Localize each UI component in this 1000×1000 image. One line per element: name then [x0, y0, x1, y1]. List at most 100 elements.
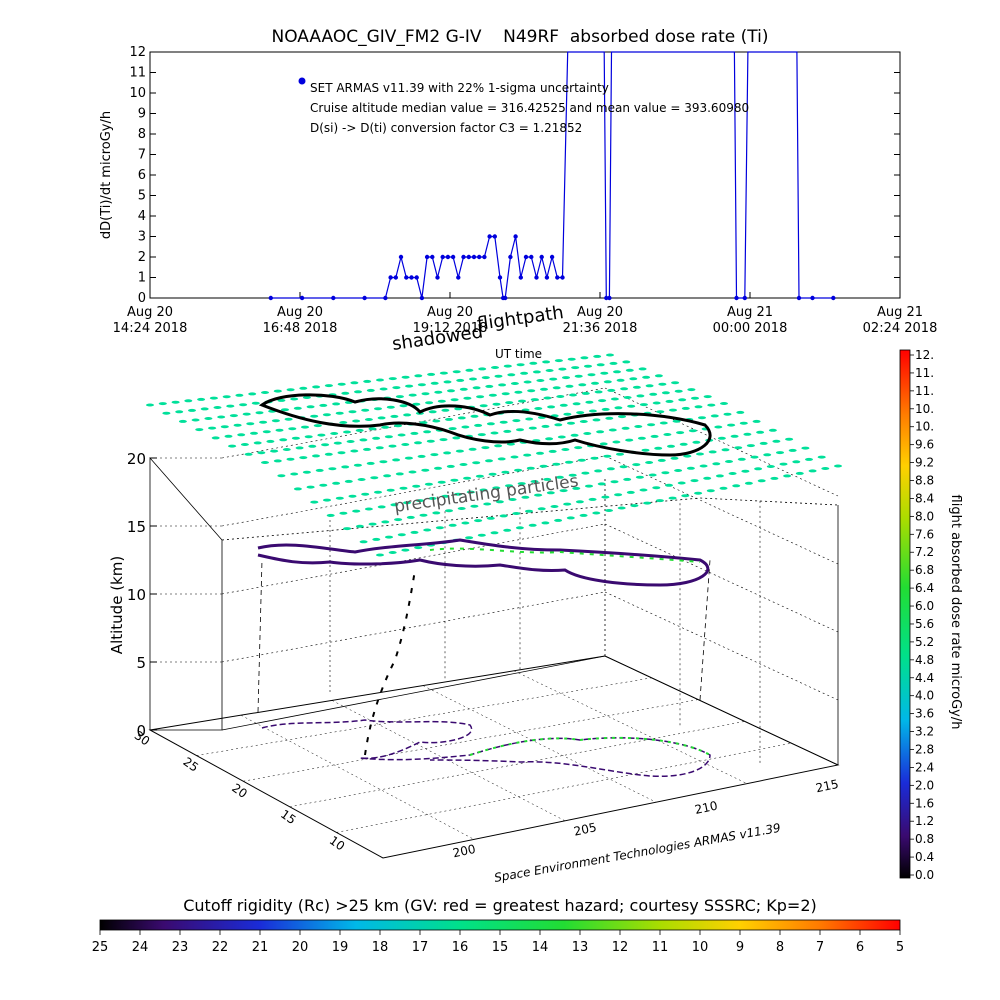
precip-dot: [817, 455, 826, 459]
top-series-point: [742, 295, 747, 301]
precip-dot: [290, 472, 299, 476]
precip-dot: [191, 418, 200, 422]
precip-dot: [616, 378, 625, 382]
precip-dot: [374, 407, 382, 411]
precip-dot: [690, 479, 699, 483]
precip-dot: [352, 419, 361, 423]
top-series-point: [461, 254, 466, 260]
precip-dot: [450, 398, 459, 402]
precip-dot: [518, 399, 526, 403]
precip-dot: [441, 408, 450, 412]
dose-colorbar-tick-label: 9.2: [915, 456, 934, 470]
precip-dot: [632, 385, 641, 389]
precip-dot: [386, 488, 395, 492]
precip-dot: [441, 494, 450, 498]
precip-dot: [330, 432, 339, 435]
precip-dot: [417, 383, 426, 387]
top-y-tick-label: 11: [129, 66, 146, 81]
top-x-tick-date: Aug 20: [277, 305, 323, 320]
dose-colorbar-tick-label: 6.4: [915, 581, 934, 595]
precip-dot: [477, 433, 486, 437]
precip-dot: [379, 387, 388, 391]
precip-dot: [674, 389, 683, 393]
lat-tick-label: 25: [181, 754, 202, 774]
precip-dot: [567, 421, 575, 425]
precip-dot: [498, 383, 507, 387]
label-precipitating: precipitating particles: [393, 471, 580, 517]
precip-dot: [728, 472, 737, 475]
precip-dot: [715, 474, 724, 478]
floor-grid-line: [336, 742, 792, 833]
dose-colorbar-tick-label: 8.0: [915, 509, 934, 523]
precip-dot: [643, 501, 652, 505]
precip-dot: [512, 419, 521, 423]
rigidity-tick-label: 7: [816, 940, 824, 955]
precip-dot: [146, 403, 154, 407]
precip-dot: [324, 384, 333, 388]
precip-dot: [328, 467, 337, 471]
precip-dot: [355, 524, 364, 528]
dose-colorbar-tick-label: 7.2: [915, 545, 934, 559]
precip-dot: [639, 488, 648, 492]
precip-dot: [374, 490, 382, 494]
precip-dot: [696, 452, 704, 456]
precip-dot: [752, 419, 761, 423]
precip-dot: [625, 438, 634, 442]
precip-dot: [566, 516, 575, 520]
precip-dot: [443, 380, 452, 384]
annotation-factor: D(si) -> D(ti) conversion factor C3 = 1.…: [310, 121, 582, 135]
annotation-cruise: Cruise altitude median value = 316.42525…: [310, 101, 749, 115]
precip-dot: [571, 366, 580, 370]
precip-dot: [635, 475, 644, 479]
precip-dot: [601, 495, 610, 499]
precip-dot: [542, 360, 551, 364]
precip-dot: [414, 441, 422, 445]
top-y-tick-label: 10: [129, 86, 146, 101]
precip-dot: [343, 430, 351, 434]
precip-dot: [627, 404, 636, 408]
precip-dot: [273, 459, 282, 463]
precip-dot: [399, 404, 408, 408]
precip-dot: [419, 421, 428, 425]
precip-dot: [490, 431, 499, 435]
precip-dot: [426, 439, 435, 443]
precip-dot: [401, 375, 410, 379]
precip-dot: [295, 446, 304, 450]
precip-dot: [388, 444, 397, 448]
precip-dot: [723, 412, 732, 416]
precip-dot: [363, 447, 371, 451]
top-series-point: [331, 295, 336, 301]
precip-dot: [220, 425, 229, 429]
dose-colorbar-ticks: 12. 11. 11. 10. 10. 9.6 9.2 8.8 8.4 8.0 7.6 7.2 6.8 6…: [910, 348, 934, 882]
precip-dot: [554, 359, 563, 363]
top-y-axis-label: dD(Ti)/dt microGy/h: [99, 111, 114, 239]
precip-dot: [178, 419, 187, 423]
precip-dot: [534, 407, 543, 410]
precip-dot: [725, 460, 733, 463]
dose-colorbar-tick-label: 10.: [915, 420, 934, 434]
wall-grid-line: [604, 523, 839, 633]
precip-dot: [466, 490, 475, 494]
floor-grid-line: [422, 685, 657, 803]
precip-dot: [200, 407, 209, 411]
precip-dot: [364, 507, 373, 511]
flightpath-cruise-color: [429, 547, 701, 563]
precip-dot: [317, 433, 326, 437]
precip-dot: [399, 486, 408, 490]
rigidity-tick-label: 16: [452, 940, 469, 955]
precip-dot: [532, 370, 541, 374]
precip-dot: [350, 381, 359, 385]
precip-dot: [313, 424, 322, 428]
z-tick-label: 0: [136, 722, 146, 740]
precip-dot: [445, 417, 453, 421]
precip-dot: [474, 423, 483, 427]
precip-dot: [302, 396, 311, 399]
precip-dot: [348, 494, 357, 498]
precip-dot: [584, 364, 592, 368]
precip-dot: [638, 367, 647, 371]
precip-dot: [637, 436, 646, 440]
precip-dot: [425, 401, 434, 405]
precip-dot: [512, 512, 521, 515]
